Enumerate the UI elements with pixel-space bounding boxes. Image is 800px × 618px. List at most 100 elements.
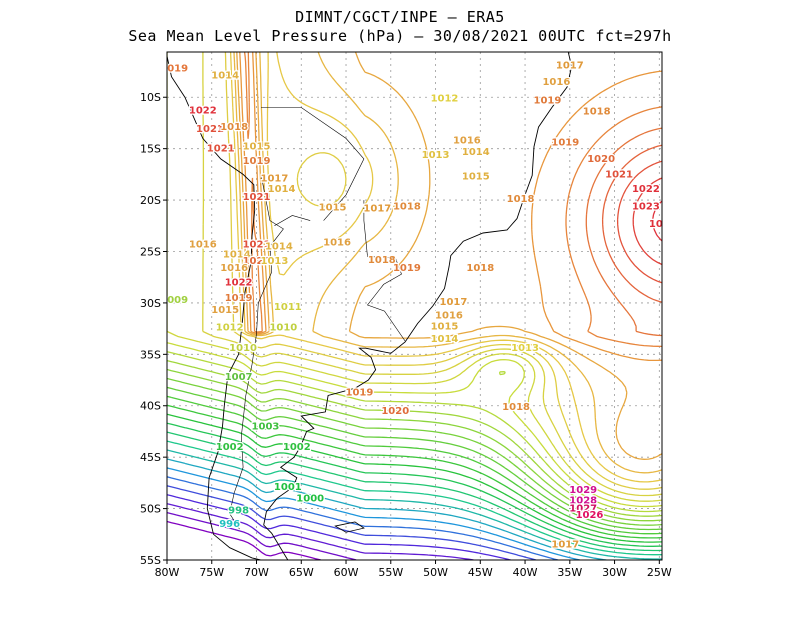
- isobar-label: 1014: [223, 250, 251, 261]
- isobar-1006: [167, 377, 662, 526]
- isobar-label: 102: [649, 219, 670, 230]
- isobar-label: 1014: [462, 147, 490, 158]
- x-tick-label: 50W: [423, 566, 448, 579]
- isobar-label: 1014: [431, 334, 459, 345]
- isobar-1008: [167, 359, 662, 517]
- isobar-label: 1015: [431, 322, 459, 333]
- isobar-1001: [167, 422, 662, 547]
- isobar-1005: [167, 386, 662, 531]
- isobar-label: 1017: [363, 203, 391, 214]
- isobar-label: 1003: [252, 421, 280, 432]
- y-tick-label: 25S: [140, 245, 161, 258]
- isobar-label: 1014: [268, 184, 296, 195]
- isobar-992: [167, 503, 474, 560]
- isobar-label: 1016: [323, 237, 351, 248]
- isobar-994: [167, 485, 537, 560]
- isobar-label: 1018: [466, 263, 494, 274]
- isobar-label: 1022: [189, 106, 217, 117]
- x-tick-label: 75W: [199, 566, 224, 579]
- x-tick-label: 40W: [513, 566, 538, 579]
- isobar-label: 1027: [569, 504, 597, 515]
- isobar-1010: [167, 342, 662, 508]
- isobar-997: [167, 458, 607, 560]
- isobar-label: 1010: [229, 343, 257, 354]
- isobar-label: 996: [219, 519, 240, 530]
- isobar-label: 1018: [220, 122, 248, 133]
- isobar-label: 1017: [551, 540, 579, 551]
- isobar-1000: [167, 431, 662, 552]
- isobar-label: 1022: [225, 277, 253, 288]
- y-tick-label: 50S: [140, 503, 161, 516]
- isobar-label: 1021: [243, 192, 271, 203]
- isobar-label: 1016: [435, 310, 463, 321]
- isobar-label: 1002: [216, 442, 244, 453]
- isobar-label: 1015: [243, 142, 271, 153]
- isobar-1013: [224, 52, 662, 490]
- isobar-label: 1018: [368, 255, 396, 266]
- isobar-1007: [167, 368, 662, 522]
- map-title-line-1: DIMNT/CGCT/INPE – ERA5: [295, 8, 505, 26]
- isobar-label: 1021: [605, 169, 633, 180]
- x-tick-label: 30W: [602, 566, 627, 579]
- isobar-label: 1019: [534, 95, 562, 106]
- isobar-1004: [167, 395, 662, 535]
- isobar-label: 1015: [319, 202, 347, 213]
- x-tick-label: 35W: [557, 566, 582, 579]
- isobar-label: 1029: [569, 485, 597, 496]
- isobar-label: 1023: [632, 201, 660, 212]
- isobar-label: 1018: [393, 201, 421, 212]
- isobar-label: 1012: [216, 323, 244, 334]
- isobar-label: 1028: [569, 495, 597, 506]
- isobar-label: 1021: [196, 124, 224, 135]
- axis-ticks: 80W 75W 70W 65W 60W 55W 50W 45W 40W 35W 30W 25W 10S 1…: [140, 91, 672, 579]
- isobar-label: 1020: [587, 154, 615, 165]
- y-tick-label: 30S: [140, 297, 161, 310]
- isobar-label: 1019: [346, 387, 374, 398]
- x-tick-label: 60W: [334, 566, 359, 579]
- y-tick-label: 15S: [140, 143, 161, 156]
- isobar-label: 1021: [207, 144, 235, 155]
- isobar-label: 1016: [453, 136, 481, 147]
- isobar-label: 1016: [220, 263, 248, 274]
- isobar-label: 1000: [296, 493, 324, 504]
- y-tick-label: 40S: [140, 400, 161, 413]
- x-tick-label: 55W: [378, 566, 403, 579]
- isobar-label: 1012: [431, 93, 459, 104]
- isobar-label: 1021: [243, 239, 271, 250]
- isobar-996: [167, 467, 580, 560]
- isobars: [167, 52, 662, 560]
- isobar-1017: [239, 52, 662, 362]
- isobar-1020: [601, 144, 662, 303]
- isobar-label: 1019: [243, 156, 271, 167]
- isobar-993: [167, 494, 511, 560]
- x-tick-label: 25W: [647, 566, 672, 579]
- country-border: [274, 215, 311, 227]
- isobar-1023: [652, 200, 662, 242]
- isobar-label: 1018: [502, 402, 530, 413]
- country-border: [261, 107, 365, 221]
- isobar-label: 1020: [381, 406, 409, 417]
- isobar-995: [167, 476, 559, 560]
- isobar-label: 1019: [551, 138, 579, 149]
- y-tick-label: 20S: [140, 194, 161, 207]
- isobar-998: [167, 449, 662, 560]
- isobar-label: 1019: [160, 64, 188, 75]
- isobar-label: 1014: [265, 241, 293, 252]
- isobar-label: 1018: [583, 107, 611, 118]
- y-tick-label: 55S: [140, 554, 161, 567]
- isobar-label: 1019: [393, 263, 421, 274]
- isobar-label: 1022: [632, 184, 660, 195]
- x-tick-label: 45W: [468, 566, 493, 579]
- isobar-label: 1017: [556, 60, 584, 71]
- y-tick-label: 35S: [140, 348, 161, 361]
- isobar-label: 1007: [225, 372, 253, 383]
- x-tick-label: 80W: [155, 566, 180, 579]
- isobar-1022: [632, 177, 662, 266]
- south-america-coastline: [167, 52, 573, 560]
- isobar-label: 1010: [269, 323, 297, 334]
- isobar-990: [167, 520, 321, 560]
- isobar-label: 1013: [511, 343, 539, 354]
- country-border: [363, 200, 406, 342]
